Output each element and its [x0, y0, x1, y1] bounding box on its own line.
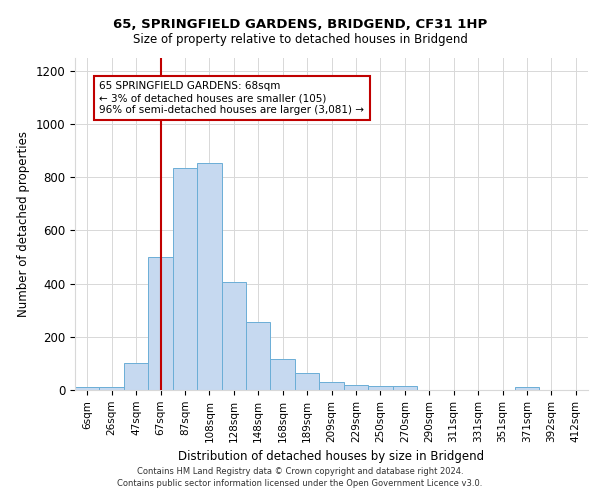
Bar: [173, 168, 197, 390]
Bar: [295, 372, 319, 390]
Bar: [75, 388, 100, 390]
Text: Contains HM Land Registry data © Crown copyright and database right 2024.: Contains HM Land Registry data © Crown c…: [137, 467, 463, 476]
Bar: [271, 360, 295, 390]
Bar: [392, 386, 417, 390]
Text: 65 SPRINGFIELD GARDENS: 68sqm
← 3% of detached houses are smaller (105)
96% of s: 65 SPRINGFIELD GARDENS: 68sqm ← 3% of de…: [100, 82, 364, 114]
Bar: [124, 364, 148, 390]
Bar: [515, 388, 539, 390]
Text: 65, SPRINGFIELD GARDENS, BRIDGEND, CF31 1HP: 65, SPRINGFIELD GARDENS, BRIDGEND, CF31 …: [113, 18, 487, 30]
Bar: [344, 384, 368, 390]
Bar: [246, 322, 271, 390]
Bar: [148, 257, 173, 390]
X-axis label: Distribution of detached houses by size in Bridgend: Distribution of detached houses by size …: [178, 450, 485, 463]
Text: Size of property relative to detached houses in Bridgend: Size of property relative to detached ho…: [133, 32, 467, 46]
Bar: [368, 386, 392, 390]
Bar: [221, 282, 246, 390]
Text: Contains public sector information licensed under the Open Government Licence v3: Contains public sector information licen…: [118, 478, 482, 488]
Bar: [100, 387, 124, 390]
Bar: [319, 382, 344, 390]
Y-axis label: Number of detached properties: Number of detached properties: [17, 130, 30, 317]
Bar: [197, 162, 221, 390]
